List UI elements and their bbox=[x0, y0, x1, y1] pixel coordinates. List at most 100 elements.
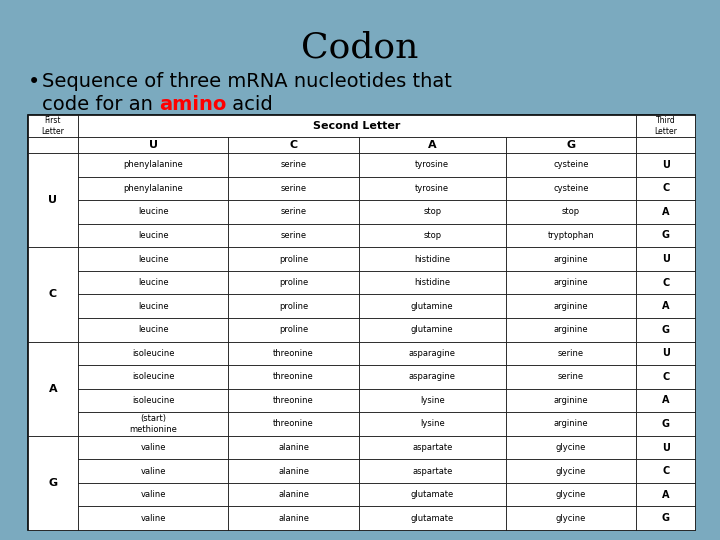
Text: histidine: histidine bbox=[414, 254, 451, 264]
Text: valine: valine bbox=[140, 514, 166, 523]
Text: serine: serine bbox=[281, 160, 307, 169]
Text: arginine: arginine bbox=[554, 254, 588, 264]
Bar bbox=[359, 507, 505, 530]
Text: glycine: glycine bbox=[556, 443, 586, 452]
Bar bbox=[505, 412, 636, 436]
Text: isoleucine: isoleucine bbox=[132, 396, 174, 405]
Text: proline: proline bbox=[279, 254, 308, 264]
Text: acid: acid bbox=[227, 95, 274, 114]
Text: A: A bbox=[49, 383, 58, 394]
Text: C: C bbox=[662, 372, 670, 382]
Bar bbox=[28, 115, 695, 530]
Text: tyrosine: tyrosine bbox=[415, 184, 449, 193]
Text: alanine: alanine bbox=[278, 514, 309, 523]
Bar bbox=[505, 460, 636, 483]
Bar bbox=[28, 247, 78, 341]
Bar bbox=[228, 224, 359, 247]
Bar bbox=[228, 341, 359, 365]
Text: G: G bbox=[662, 231, 670, 240]
Bar bbox=[636, 507, 695, 530]
Text: glycine: glycine bbox=[556, 490, 586, 499]
Bar bbox=[636, 365, 695, 389]
Bar bbox=[359, 177, 505, 200]
Bar bbox=[636, 224, 695, 247]
Text: serine: serine bbox=[281, 231, 307, 240]
Bar bbox=[505, 436, 636, 460]
Text: proline: proline bbox=[279, 325, 308, 334]
Bar bbox=[505, 247, 636, 271]
Text: histidine: histidine bbox=[414, 278, 451, 287]
Text: aspartate: aspartate bbox=[412, 443, 452, 452]
Bar bbox=[359, 247, 505, 271]
Bar bbox=[636, 177, 695, 200]
Text: G: G bbox=[662, 419, 670, 429]
Bar bbox=[505, 507, 636, 530]
Bar bbox=[359, 224, 505, 247]
Text: •: • bbox=[28, 72, 40, 92]
Bar bbox=[78, 271, 228, 294]
Bar bbox=[505, 271, 636, 294]
Bar bbox=[359, 137, 505, 153]
Text: arginine: arginine bbox=[554, 302, 588, 310]
Text: proline: proline bbox=[279, 278, 308, 287]
Bar bbox=[228, 389, 359, 412]
Bar bbox=[78, 341, 228, 365]
Bar bbox=[505, 200, 636, 224]
Bar bbox=[28, 341, 78, 436]
Bar bbox=[636, 153, 695, 177]
Text: isoleucine: isoleucine bbox=[132, 373, 174, 381]
Text: arginine: arginine bbox=[554, 396, 588, 405]
Bar bbox=[78, 153, 228, 177]
Bar bbox=[505, 483, 636, 507]
Bar bbox=[228, 137, 359, 153]
Bar bbox=[228, 294, 359, 318]
Bar bbox=[505, 224, 636, 247]
Text: cysteine: cysteine bbox=[553, 160, 589, 169]
Bar bbox=[359, 294, 505, 318]
Text: Codon: Codon bbox=[301, 30, 419, 64]
Bar bbox=[228, 436, 359, 460]
Text: alanine: alanine bbox=[278, 467, 309, 476]
Bar bbox=[636, 200, 695, 224]
Text: asparagine: asparagine bbox=[409, 373, 456, 381]
Bar bbox=[28, 115, 78, 137]
Bar bbox=[636, 460, 695, 483]
Bar bbox=[228, 247, 359, 271]
Text: U: U bbox=[662, 443, 670, 453]
Bar bbox=[636, 318, 695, 341]
Bar bbox=[228, 412, 359, 436]
Bar bbox=[636, 271, 695, 294]
Bar bbox=[359, 389, 505, 412]
Bar bbox=[505, 389, 636, 412]
Text: A: A bbox=[662, 490, 670, 500]
Text: phenylalanine: phenylalanine bbox=[123, 160, 183, 169]
Bar bbox=[228, 200, 359, 224]
Bar bbox=[636, 247, 695, 271]
Bar bbox=[359, 365, 505, 389]
Text: Third
Letter: Third Letter bbox=[654, 116, 677, 136]
Text: glutamine: glutamine bbox=[411, 325, 454, 334]
Text: leucine: leucine bbox=[138, 302, 168, 310]
Text: alanine: alanine bbox=[278, 490, 309, 499]
Text: valine: valine bbox=[140, 467, 166, 476]
Bar bbox=[78, 224, 228, 247]
Bar bbox=[636, 412, 695, 436]
Bar bbox=[78, 436, 228, 460]
Text: threonine: threonine bbox=[274, 396, 314, 405]
Text: arginine: arginine bbox=[554, 325, 588, 334]
Text: serine: serine bbox=[281, 184, 307, 193]
Text: C: C bbox=[662, 278, 670, 288]
Bar bbox=[359, 412, 505, 436]
Text: stop: stop bbox=[423, 231, 441, 240]
Bar bbox=[228, 153, 359, 177]
Text: threonine: threonine bbox=[274, 420, 314, 428]
Bar bbox=[78, 412, 228, 436]
Bar bbox=[28, 153, 78, 247]
Text: G: G bbox=[567, 140, 575, 150]
Bar bbox=[78, 365, 228, 389]
Bar bbox=[228, 318, 359, 341]
Text: proline: proline bbox=[279, 302, 308, 310]
Text: cysteine: cysteine bbox=[553, 184, 589, 193]
Text: serine: serine bbox=[558, 373, 584, 381]
Bar bbox=[636, 341, 695, 365]
